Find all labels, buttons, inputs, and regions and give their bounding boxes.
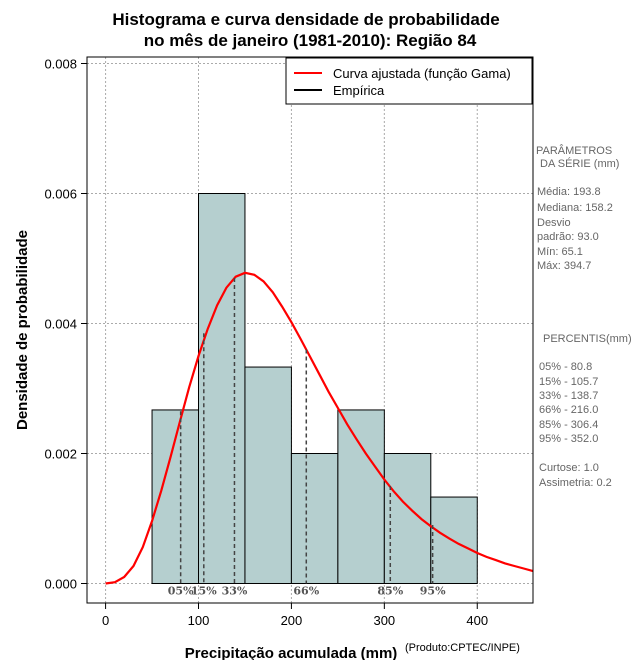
- histogram-bar: [198, 193, 246, 584]
- axes: 0 100 200 300 400 0.000 0.002 0.004 0.006 0.008: [44, 57, 488, 629]
- histogram-bar: [244, 366, 292, 584]
- percentil-33: 33% - 138.7: [539, 390, 598, 402]
- param-curtose: Curtose: 1.0: [539, 462, 599, 474]
- y-tick-label: 0.006: [44, 187, 77, 202]
- chart-title-line-1: Histograma e curva densidade de probabil…: [112, 10, 499, 29]
- legend-box: [285, 57, 533, 105]
- histogram-bar: [337, 409, 385, 585]
- legend-label-empirica: Empírica: [333, 83, 385, 98]
- percentile-markers: 05%15% 33% 66% 85% 95%: [168, 278, 446, 598]
- percentis-title: PERCENTIS(mm): [543, 333, 632, 345]
- y-axis-label: Densidade de probabilidade: [14, 230, 31, 430]
- y-tick-label: 0.000: [44, 577, 77, 592]
- x-tick-label: 200: [281, 613, 303, 628]
- params-title-2: DA SÉRIE (mm): [540, 157, 619, 170]
- legend-label-curve: Curva ajustada (função Gama): [333, 66, 511, 81]
- percentil-66: 66% - 216.0: [539, 404, 598, 416]
- percentile-label: 05%: [168, 585, 194, 598]
- percentil-05: 05% - 80.8: [539, 361, 592, 373]
- side-panel: PARÂMETROS DA SÉRIE (mm) Média: 193.8 Me…: [536, 144, 632, 489]
- percentile-label: 33%: [222, 585, 248, 598]
- x-tick-label: 300: [373, 613, 395, 628]
- y-tick-label: 0.004: [44, 317, 77, 332]
- x-axis-label: Precipitação acumulada (mm): [185, 645, 398, 660]
- y-tick-label: 0.002: [44, 447, 77, 462]
- percentile-label: 85%: [377, 585, 403, 598]
- param-max: Máx: 394.7: [537, 260, 591, 272]
- y-tick-label: 0.008: [44, 57, 77, 72]
- percentil-15: 15% - 105.7: [539, 376, 598, 388]
- curve-layer: [105, 271, 534, 585]
- x-axis-note: (Produto:CPTEC/INPE): [405, 642, 520, 654]
- histogram-bars: [151, 193, 478, 585]
- legend: Curva ajustada (função Gama) Empírica: [285, 57, 533, 105]
- param-media: Média: 193.8: [537, 186, 601, 198]
- chart-title-line-2: no mês de janeiro (1981-2010): Região 84: [144, 31, 477, 50]
- x-tick-label: 400: [466, 613, 488, 628]
- histogram-bar: [290, 453, 339, 584]
- param-desvio-1: Desvio: [537, 217, 571, 229]
- percentil-95: 95% - 352.0: [539, 433, 598, 445]
- percentile-label: 95%: [420, 585, 446, 598]
- param-desvio-2: padrão: 93.0: [537, 231, 599, 243]
- param-assimetria: Assimetria: 0.2: [539, 477, 612, 489]
- percentile-label: 15%: [191, 585, 217, 598]
- param-min: Mín: 65.1: [537, 246, 583, 258]
- histogram-bar: [383, 453, 432, 584]
- fitted-gamma-curve: [105, 271, 534, 585]
- x-tick-label: 0: [102, 613, 109, 628]
- percentil-85: 85% - 306.4: [539, 419, 598, 431]
- x-tick-label: 100: [188, 613, 210, 628]
- plot-frame: [86, 56, 534, 604]
- params-title-1: PARÂMETROS: [536, 144, 612, 157]
- percentile-label: 66%: [293, 585, 319, 598]
- param-mediana: Mediana: 158.2: [537, 202, 613, 214]
